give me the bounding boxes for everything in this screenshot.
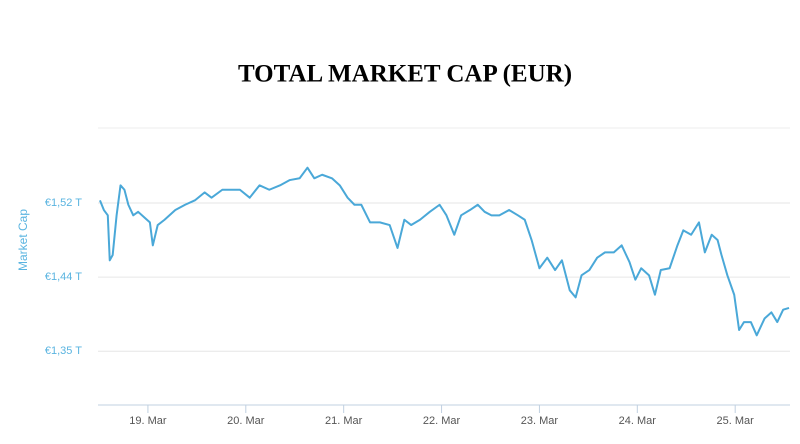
chart-title: TOTAL MARKET CAP (EUR): [238, 61, 572, 88]
x-tick-label: 22. Mar: [423, 415, 461, 427]
x-tick-label: 25. Mar: [717, 415, 755, 427]
y-axis-label: Market Cap: [16, 209, 30, 271]
x-tick-label: 20. Mar: [227, 415, 265, 427]
x-tick-label: 23. Mar: [521, 415, 559, 427]
x-tick-label: 19. Mar: [129, 415, 167, 427]
y-tick-label: €1,35 T: [45, 345, 82, 357]
x-tick-label: 21. Mar: [325, 415, 363, 427]
y-tick-label: €1,44 T: [45, 271, 82, 283]
x-tick-label: 24. Mar: [619, 415, 657, 427]
y-tick-label: €1,52 T: [45, 197, 82, 209]
data-line: [99, 166, 790, 337]
